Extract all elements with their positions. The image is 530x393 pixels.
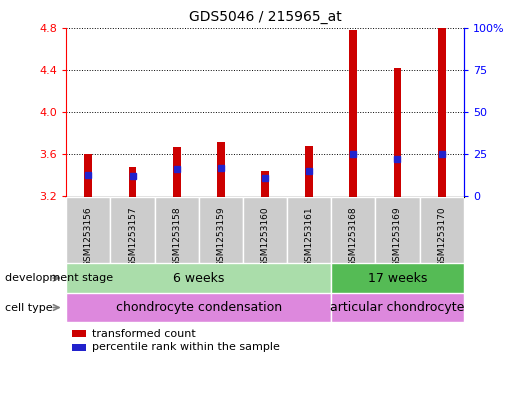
Text: 17 weeks: 17 weeks (368, 272, 427, 285)
Bar (66, 196, 110, 263)
Text: percentile rank within the sample: percentile rank within the sample (92, 342, 280, 353)
Bar (173, 147, 181, 196)
Bar (393, 68, 402, 196)
Text: chondrocyte condensation: chondrocyte condensation (116, 301, 282, 314)
Text: transformed count: transformed count (92, 329, 196, 339)
Bar (72, 344, 86, 351)
Bar (243, 196, 287, 263)
Bar (84, 154, 92, 196)
Text: GSM1253160: GSM1253160 (261, 207, 269, 267)
Bar (110, 196, 155, 263)
Bar (72, 330, 86, 337)
Bar (305, 146, 313, 196)
Bar (128, 167, 136, 196)
Text: GSM1253169: GSM1253169 (393, 207, 402, 267)
Text: GSM1253170: GSM1253170 (437, 207, 446, 267)
Bar (331, 196, 375, 263)
Text: GSM1253156: GSM1253156 (84, 207, 93, 267)
Text: GSM1253161: GSM1253161 (305, 207, 314, 267)
Text: GSM1253168: GSM1253168 (349, 207, 358, 267)
Text: GSM1253157: GSM1253157 (128, 207, 137, 267)
Bar (349, 29, 357, 196)
Bar (261, 171, 269, 196)
Bar (375, 196, 420, 263)
Bar (438, 28, 446, 196)
Bar (420, 196, 464, 263)
Text: GSM1253158: GSM1253158 (172, 207, 181, 267)
Text: articular chondrocyte: articular chondrocyte (330, 301, 465, 314)
Text: 6 weeks: 6 weeks (173, 272, 224, 285)
Text: cell type: cell type (5, 303, 53, 312)
Bar (287, 196, 331, 263)
Bar (66, 263, 331, 293)
Bar (66, 293, 331, 322)
Bar (155, 196, 199, 263)
Bar (331, 293, 464, 322)
Title: GDS5046 / 215965_at: GDS5046 / 215965_at (189, 10, 341, 24)
Bar (331, 263, 464, 293)
Bar (217, 141, 225, 196)
Text: GSM1253159: GSM1253159 (216, 207, 225, 267)
Bar (199, 196, 243, 263)
Text: development stage: development stage (5, 273, 113, 283)
